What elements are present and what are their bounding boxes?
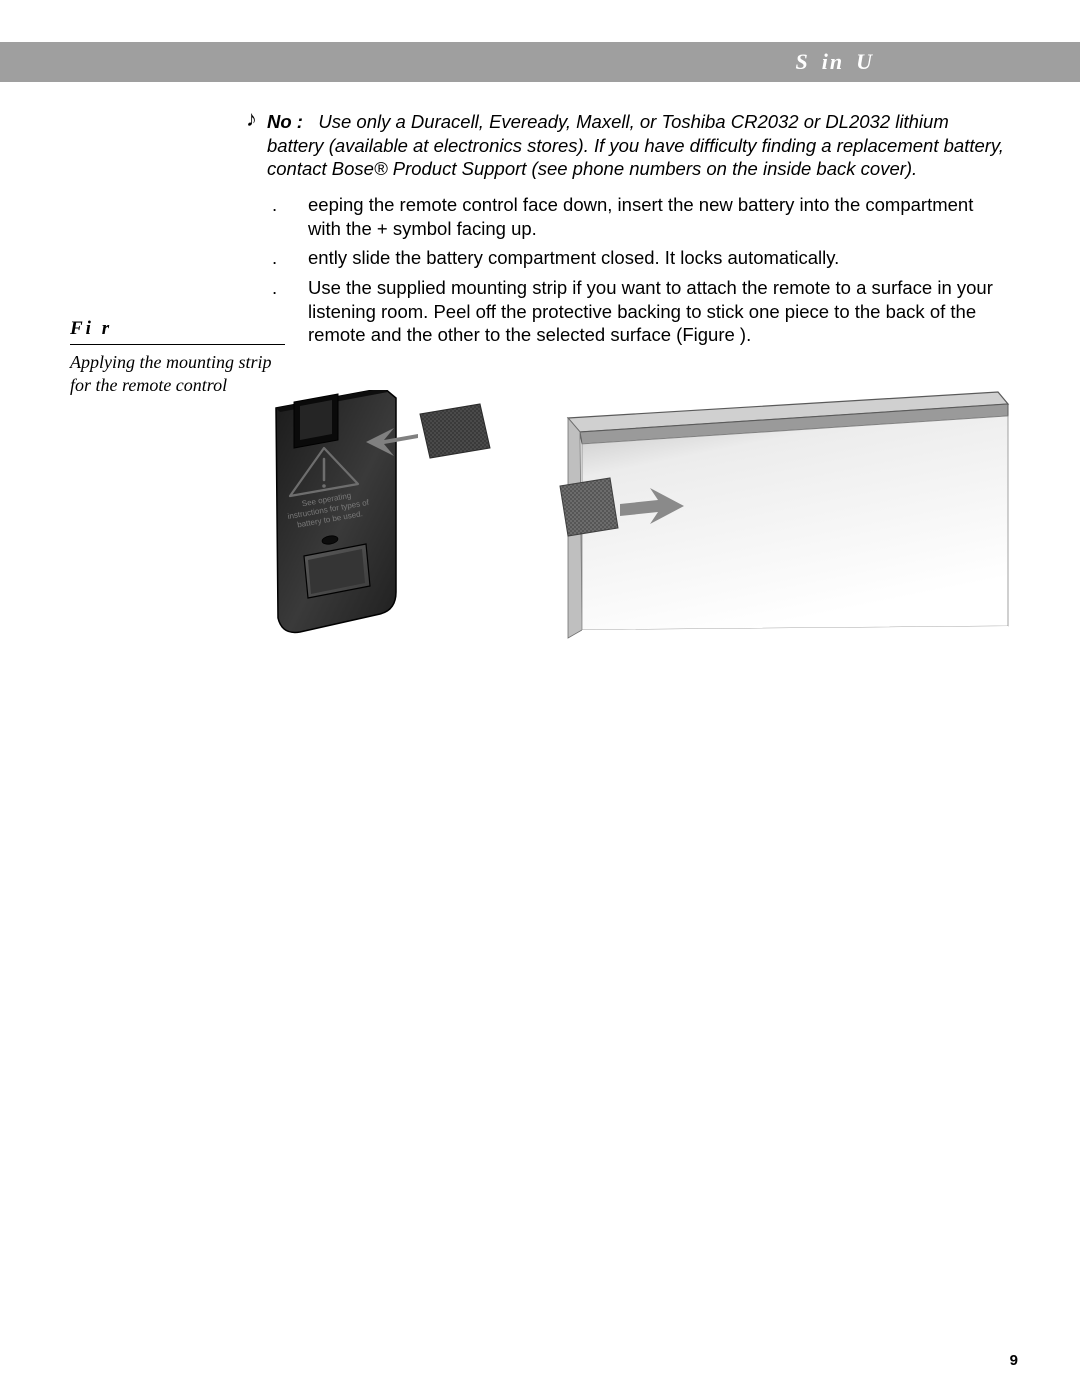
step-text: ently slide the battery compartment clos… <box>308 246 839 270</box>
header-part-2: in <box>822 49 844 75</box>
list-item: . eeping the remote control face down, i… <box>272 193 1000 240</box>
step-marker: . <box>272 246 290 270</box>
figure-caption: Applying the mounting strip for the remo… <box>70 351 285 396</box>
mounting-strip-left <box>420 404 490 458</box>
note-spacer <box>308 111 313 132</box>
figure-diagram: See operating instructions for types of … <box>258 390 1028 650</box>
page-number: 9 <box>1010 1352 1018 1369</box>
content-area: ♪ No : Use only a Duracell, Eveready, Ma… <box>0 82 1080 347</box>
note-text: No : Use only a Duracell, Eveready, Maxe… <box>267 110 1010 181</box>
wall-illustration <box>560 392 1008 650</box>
note-body: Use only a Duracell, Eveready, Maxell, o… <box>267 111 1004 179</box>
figure-sidebar: Fi r Applying the mounting strip for the… <box>70 318 285 396</box>
header-part-1: S <box>796 49 810 75</box>
music-note-icon: ♪ <box>246 108 257 130</box>
list-item: . ently slide the battery compartment cl… <box>272 246 1000 270</box>
figure-label: Fi r <box>70 318 285 345</box>
header-part-3: U <box>856 49 874 75</box>
list-item: . Use the supplied mounting strip if you… <box>272 276 1000 347</box>
step-list: . eeping the remote control face down, i… <box>272 193 1000 347</box>
step-text: eeping the remote control face down, ins… <box>308 193 1000 240</box>
step-marker: . <box>272 193 290 240</box>
section-header: S in U <box>0 42 1080 82</box>
step-text: Use the supplied mounting strip if you w… <box>308 276 1000 347</box>
note-block: ♪ No : Use only a Duracell, Eveready, Ma… <box>246 110 1010 181</box>
note-label: No : <box>267 111 303 132</box>
top-margin <box>0 0 1080 42</box>
